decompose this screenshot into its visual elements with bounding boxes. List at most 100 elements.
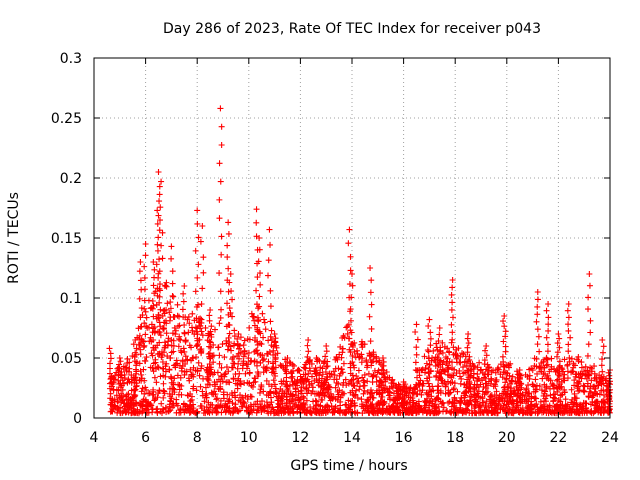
- data-point: [199, 285, 206, 292]
- data-point: [188, 344, 195, 351]
- data-point: [393, 403, 400, 410]
- data-point: [385, 388, 392, 395]
- data-point: [458, 375, 465, 382]
- data-point: [170, 379, 177, 386]
- data-point: [316, 392, 323, 399]
- data-point: [538, 387, 545, 394]
- data-point: [149, 364, 156, 371]
- data-point: [114, 398, 121, 405]
- data-point: [117, 384, 124, 391]
- data-point: [179, 306, 186, 313]
- data-point: [422, 398, 429, 405]
- data-point: [470, 384, 477, 391]
- data-point: [149, 406, 156, 413]
- data-point: [215, 385, 222, 392]
- data-point: [564, 307, 571, 314]
- data-point: [256, 235, 263, 241]
- data-point: [541, 407, 548, 414]
- data-point: [170, 337, 177, 344]
- data-point: [486, 407, 493, 414]
- data-point: [200, 410, 207, 417]
- y-tick-label: 0.3: [60, 51, 82, 67]
- data-point: [150, 302, 157, 309]
- data-point: [586, 282, 593, 289]
- data-point: [150, 344, 157, 351]
- data-point: [529, 381, 536, 388]
- data-point: [588, 410, 595, 417]
- data-point: [599, 375, 606, 382]
- data-point: [268, 327, 275, 334]
- data-point: [495, 396, 502, 403]
- data-point: [401, 405, 408, 412]
- data-point: [194, 274, 201, 281]
- data-point: [129, 397, 136, 404]
- data-point: [166, 317, 173, 324]
- data-point: [532, 386, 539, 393]
- data-point: [368, 301, 375, 308]
- data-point: [106, 365, 113, 372]
- data-point: [178, 349, 185, 356]
- data-point: [148, 321, 155, 328]
- data-point: [523, 400, 530, 407]
- data-point: [582, 363, 589, 370]
- data-point: [546, 368, 553, 375]
- data-point: [430, 347, 437, 354]
- data-point: [387, 389, 394, 396]
- data-point: [140, 397, 147, 404]
- data-point: [381, 398, 388, 405]
- x-tick-label: 4: [90, 430, 99, 446]
- data-point: [427, 335, 434, 342]
- data-point: [444, 345, 451, 352]
- data-point: [198, 316, 205, 323]
- data-point: [513, 393, 520, 400]
- data-point: [448, 408, 455, 415]
- data-point: [231, 327, 238, 334]
- data-point: [196, 372, 203, 379]
- data-point: [538, 368, 545, 375]
- data-point: [271, 331, 278, 337]
- data-point: [138, 401, 145, 408]
- data-point: [226, 396, 233, 403]
- y-tick-label: 0.05: [51, 351, 82, 367]
- data-point: [535, 333, 542, 340]
- data-point: [217, 314, 224, 321]
- data-point: [229, 400, 236, 407]
- data-point: [150, 337, 157, 343]
- data-point: [502, 333, 509, 340]
- data-point: [234, 335, 241, 342]
- data-point: [157, 332, 164, 339]
- data-point: [318, 410, 325, 417]
- data-point: [364, 378, 371, 385]
- data-point: [384, 407, 391, 414]
- data-point: [485, 371, 492, 378]
- data-point: [255, 406, 262, 413]
- data-point: [431, 357, 438, 364]
- data-point: [592, 390, 599, 397]
- data-point: [556, 344, 563, 351]
- data-point: [266, 349, 273, 356]
- data-point: [154, 285, 161, 292]
- data-point: [602, 377, 609, 384]
- data-point: [492, 383, 499, 390]
- data-point: [195, 261, 202, 268]
- data-point: [322, 389, 329, 396]
- data-point: [583, 375, 590, 382]
- data-point: [117, 408, 124, 415]
- data-point: [237, 334, 244, 341]
- data-point: [488, 375, 495, 382]
- data-point: [171, 375, 178, 382]
- data-point: [185, 407, 192, 414]
- data-point: [257, 340, 264, 347]
- data-point: [475, 388, 482, 395]
- data-point: [347, 364, 354, 371]
- data-point: [275, 403, 282, 410]
- data-point: [448, 291, 455, 298]
- data-point: [581, 383, 588, 390]
- data-point: [437, 387, 444, 394]
- data-point: [366, 313, 373, 320]
- data-point: [330, 409, 337, 416]
- data-point: [133, 382, 140, 389]
- data-point: [143, 354, 150, 361]
- data-point: [364, 389, 371, 396]
- data-point: [214, 369, 221, 376]
